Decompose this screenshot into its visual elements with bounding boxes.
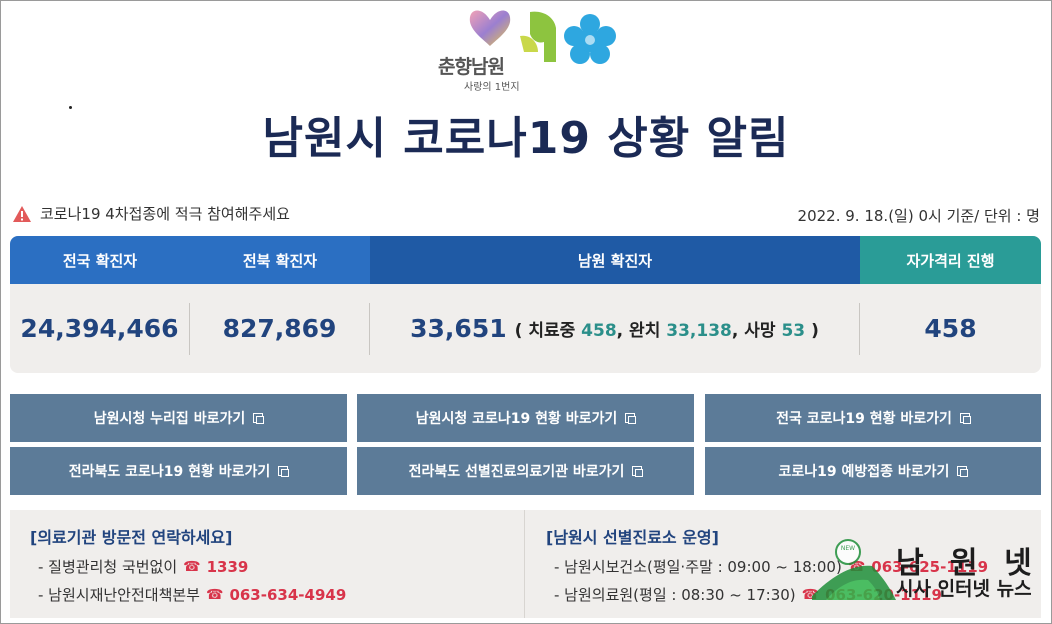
watermark-logo: NEW [812,539,896,600]
link-label: 전라북도 코로나19 현황 바로가기 [68,464,271,480]
detail-close: ) [811,321,819,341]
info-divider [524,510,525,618]
header-quarantine: 자가격리 진행 [860,236,1041,284]
page-title: 남원시 코로나19 상황 알림 [262,113,790,164]
value-jeonbuk: 827,869 [190,302,370,355]
stats-header: 전국 확진자 전북 확진자 남원 확진자 자가격리 진행 [10,236,1041,284]
contact-item: - 질병관리청 국번없이 ☎ 1339 [38,556,248,577]
link-label: 남원시청 누리집 바로가기 [93,411,246,427]
value-national: 24,394,466 [10,302,190,355]
external-link-icon [625,413,637,424]
external-link-icon [253,413,265,424]
link-vaccination[interactable]: 코로나19 예방접종 바로가기 [705,447,1041,495]
treating-value: 458 [581,321,617,341]
brand-slogan: 사랑의 1번지 [464,82,520,93]
stats-values: 24,394,466 827,869 33,651 ( 치료중 458, 완치 … [10,284,1041,373]
external-link-icon [957,466,969,477]
contact-phone[interactable]: 063-634-4949 [229,585,347,604]
external-link-icon [632,466,644,477]
watermark-badge: NEW [841,545,855,552]
treating-label: 치료중 [528,321,576,341]
contact-item: - 남원시재난안전대책본부 ☎ 063-634-4949 [38,584,346,605]
clinic-phone[interactable]: 063-625-1119 [871,557,989,576]
death-label: , 사망 [731,321,776,341]
clinic-label: - 남원의료원(평일 : 08:30 ~ 17:30) [554,586,796,604]
link-jeonbuk-covid[interactable]: 전라북도 코로나19 현황 바로가기 [10,447,347,495]
info-panel: [의료기관 방문전 연락하세요] - 질병관리청 국번없이 ☎ 1339 - 남… [10,510,1041,618]
watermark-subtitle: 시사 인터넷 뉴스 [896,578,1032,600]
brand-name: 춘향남원 [438,56,505,78]
external-link-icon [959,413,971,424]
header-national: 전국 확진자 [10,236,190,284]
clinic-label: - 남원시보건소(평일·주말 : 09:00 ~ 18:00) [554,558,842,576]
header-namwon: 남원 확진자 [370,236,860,284]
notice-text: 코로나19 4차접종에 적극 참여해주세요 [40,205,290,223]
namwon-logo [469,10,616,64]
value-namwon-cell: 33,651 ( 치료중 458, 완치 33,138, 사망 53 ) [370,302,860,355]
value-quarantine: 458 [924,314,977,343]
stats-panel: 전국 확진자 전북 확진자 남원 확진자 자가격리 진행 24,394,466 … [10,236,1041,373]
link-label: 전라북도 선별진료의료기관 바로가기 [408,464,625,480]
link-jeonbuk-clinics[interactable]: 전라북도 선별진료의료기관 바로가기 [357,447,694,495]
contact-label: - 질병관리청 국번없이 [38,558,178,576]
clinic-item: - 남원시보건소(평일·주말 : 09:00 ~ 18:00) ☎ 063-62… [554,556,988,577]
link-national-covid[interactable]: 전국 코로나19 현황 바로가기 [705,394,1041,442]
stray-dot [69,106,72,109]
phone-icon: ☎ [205,586,224,603]
watermark-title: 남 원 넷 [896,546,1040,581]
link-label: 전국 코로나19 현황 바로가기 [776,411,952,427]
link-label: 남원시청 코로나19 현황 바로가기 [415,411,618,427]
recovered-label: , 완치 [616,321,661,341]
base-date: 2022. 9. 18.(일) 0시 기준/ 단위 : 명 [797,207,1040,225]
warning-icon [13,205,31,222]
phone-icon: ☎ [183,558,201,575]
value-namwon: 33,651 [410,314,507,343]
death-value: 53 [781,321,806,341]
namwon-detail: ( 치료중 458, 완치 33,138, 사망 53 ) [515,316,819,341]
link-namwon-homepage[interactable]: 남원시청 누리집 바로가기 [10,394,347,442]
external-link-icon [278,466,290,477]
detail-open: ( [514,321,523,341]
notice-row: 코로나19 4차접종에 적극 참여해주세요 [12,203,290,224]
link-label: 코로나19 예방접종 바로가기 [778,464,950,480]
recovered-value: 33,138 [666,321,732,341]
contact-label: - 남원시재난안전대책본부 [38,586,200,604]
header-jeonbuk: 전북 확진자 [190,236,370,284]
clinics-title: [남원시 선별진료소 운영] [546,528,719,547]
contact-title: [의료기관 방문전 연락하세요] [30,528,233,547]
link-namwon-covid[interactable]: 남원시청 코로나19 현황 바로가기 [357,394,694,442]
contact-phone[interactable]: 1339 [206,557,249,576]
